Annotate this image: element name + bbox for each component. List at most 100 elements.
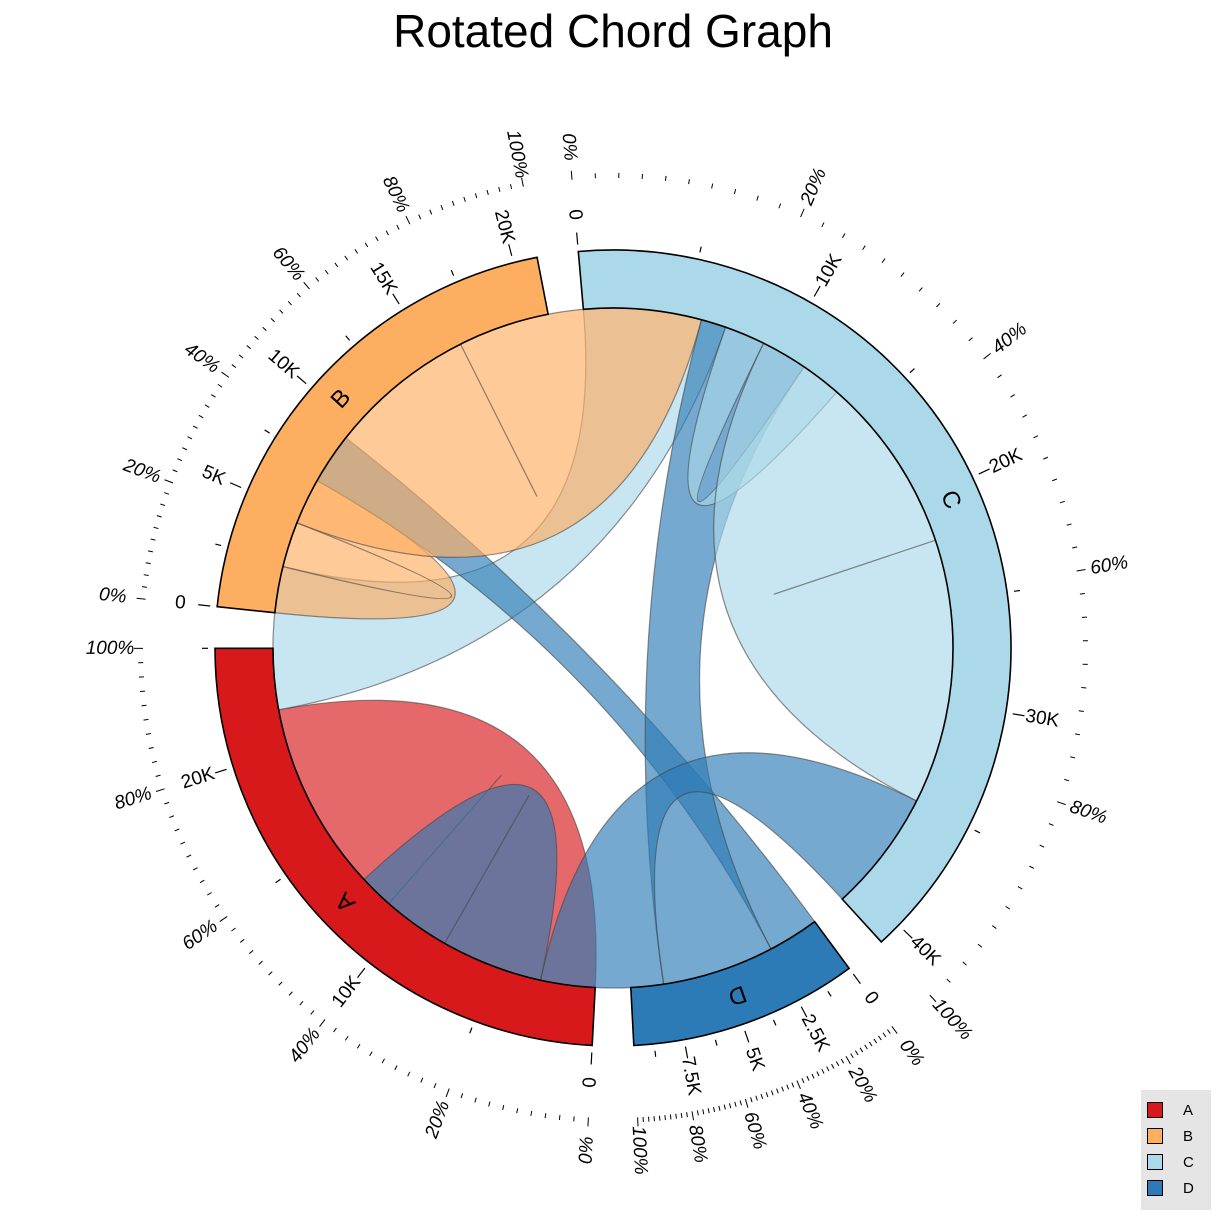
percent-tick-a: [278, 981, 283, 986]
percent-tick-c: [800, 208, 805, 218]
percent-tick-d: [840, 1058, 845, 1064]
percent-tick-label-b: 20%: [120, 454, 164, 487]
percent-tick-c: [881, 258, 886, 263]
percent-tick-d: [723, 1104, 726, 1110]
percent-tick-c: [1056, 801, 1066, 806]
value-tick-c: [576, 232, 579, 245]
legend-item-c: C: [1147, 1150, 1194, 1174]
percent-tick-c: [821, 222, 825, 228]
percent-tick-b: [396, 224, 400, 230]
percent-tick-d: [734, 1101, 737, 1107]
percent-tick-c: [1048, 823, 1054, 826]
percent-tick-a: [299, 1000, 304, 1006]
percent-tick-d: [864, 1044, 868, 1050]
percent-tick-c: [962, 961, 967, 966]
percent-tick-b: [254, 335, 259, 340]
percent-tick-a: [433, 1083, 437, 1089]
percent-tick-c: [977, 943, 983, 948]
legend-item-b: B: [1147, 1124, 1193, 1148]
percent-tick-b: [143, 574, 149, 576]
value-tick-label-d: 2.5K: [797, 1011, 834, 1056]
percent-tick-d: [729, 1103, 732, 1109]
percent-tick-a: [333, 1027, 337, 1033]
percent-tick-c: [1022, 414, 1028, 418]
percent-tick-a: [219, 915, 228, 922]
percent-tick-a: [164, 801, 170, 805]
value-tick-a: [357, 967, 366, 978]
percent-tick-d: [868, 1041, 873, 1047]
percent-tick-b: [192, 425, 198, 429]
percent-tick-b: [172, 469, 178, 473]
percent-tick-a: [143, 718, 149, 721]
percent-tick-c: [997, 374, 1002, 379]
value-tick-a: [590, 1052, 593, 1065]
percent-tick-d: [680, 1112, 683, 1119]
percent-tick-label-c: 20%: [796, 165, 831, 209]
legend-label-c: C: [1183, 1153, 1194, 1171]
percent-tick-a: [558, 1114, 561, 1121]
percent-tick-label-c: 0%: [558, 132, 581, 161]
percent-tick-b: [136, 597, 146, 600]
percent-tick-label-d: 20%: [843, 1062, 881, 1106]
percent-tick-label-a: 100%: [86, 638, 135, 659]
percent-tick-c: [778, 203, 782, 209]
value-tick-b: [229, 482, 242, 489]
percent-tick-a: [319, 1019, 326, 1027]
percent-tick-d: [696, 1110, 699, 1116]
percent-tick-label-b: 100%: [502, 128, 532, 180]
percent-tick-d: [691, 1111, 695, 1121]
value-tick-c: [974, 829, 981, 834]
percent-tick-d: [776, 1088, 779, 1094]
value-tick-label-c: 0: [564, 208, 586, 220]
percent-tick-d: [859, 1047, 864, 1053]
percent-tick-a: [141, 704, 147, 707]
value-tick-b: [508, 244, 513, 257]
legend-label-d: D: [1183, 1179, 1194, 1197]
percent-tick-c: [1072, 546, 1078, 549]
percent-tick-c: [1039, 844, 1045, 848]
percent-tick-b: [145, 562, 151, 565]
value-tick-d: [654, 1050, 657, 1057]
percent-tick-label-a: 60%: [178, 916, 221, 955]
percent-tick-d: [770, 1090, 774, 1096]
percent-tick-a: [214, 904, 220, 908]
percent-tick-c: [664, 175, 667, 181]
percent-tick-b: [204, 404, 210, 408]
value-tick-label-b: 10K: [264, 345, 304, 383]
percent-tick-c: [570, 170, 573, 180]
percent-tick-b: [440, 205, 444, 211]
value-tick-c: [903, 929, 913, 939]
percent-tick-c: [1059, 500, 1065, 504]
value-tick-label-b: 5K: [199, 461, 229, 490]
percent-tick-d: [796, 1080, 801, 1090]
percent-tick-b: [463, 196, 466, 202]
percent-tick-a: [356, 1043, 361, 1049]
percent-tick-label-b: 60%: [268, 243, 309, 286]
percent-tick-c: [1078, 710, 1084, 712]
percent-tick-a: [445, 1088, 450, 1098]
percent-tick-a: [169, 815, 175, 819]
percent-tick-a: [488, 1101, 491, 1107]
percent-tick-b: [296, 292, 301, 298]
value-tick-d: [800, 1006, 808, 1018]
value-tick-label-c: 20K: [986, 444, 1026, 478]
percent-tick-b: [510, 184, 513, 190]
percent-tick-c: [991, 925, 997, 929]
percent-tick-d: [835, 1061, 840, 1067]
percent-tick-c: [1052, 478, 1058, 482]
value-tick-d: [714, 1039, 718, 1046]
percent-tick-c: [983, 352, 991, 360]
legend-swatch-b: [1147, 1128, 1163, 1144]
percent-tick-d: [816, 1071, 820, 1077]
value-tick-b: [296, 375, 307, 385]
percent-tick-label-d: 0%: [895, 1036, 928, 1071]
value-tick-d: [827, 990, 832, 997]
percent-tick-b: [238, 354, 244, 359]
value-tick-label-d: 7.5K: [677, 1055, 705, 1098]
sector-d: [629, 920, 851, 1047]
percent-tick-a: [180, 841, 186, 845]
value-tick-b: [264, 429, 271, 434]
value-tick-label-d: 0: [859, 988, 882, 1009]
percent-tick-d: [669, 1114, 672, 1120]
sector-c: [577, 249, 1012, 944]
